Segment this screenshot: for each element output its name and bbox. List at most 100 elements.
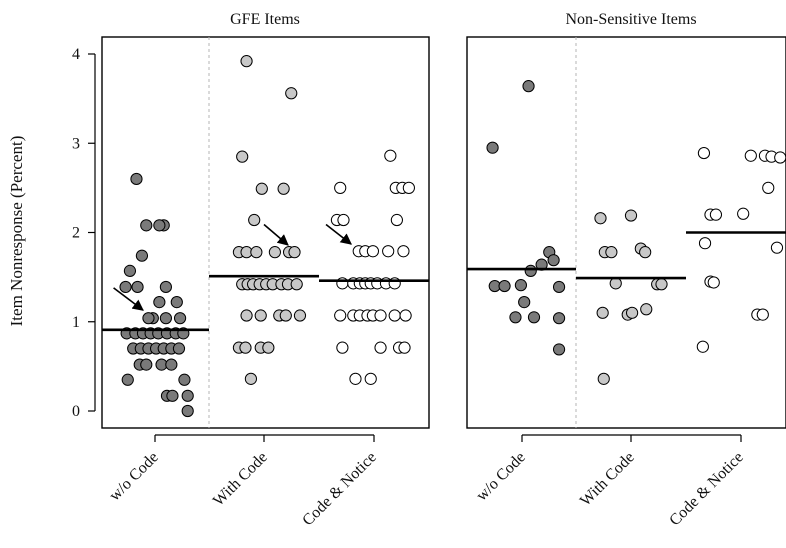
- data-point: [336, 341, 349, 354]
- data-point: [262, 341, 275, 354]
- data-point: [140, 219, 153, 232]
- data-point: [364, 372, 377, 385]
- data-point: [334, 181, 347, 194]
- data-point: [596, 306, 609, 319]
- data-point: [597, 372, 610, 385]
- data-point: [142, 312, 155, 325]
- data-point: [552, 343, 566, 356]
- data-point: [384, 149, 397, 162]
- x-tick-label: With Code: [210, 449, 271, 510]
- data-point: [514, 279, 528, 292]
- data-point: [240, 55, 253, 68]
- data-point: [268, 246, 281, 259]
- panel-frame: [101, 36, 430, 429]
- data-point: [159, 312, 172, 325]
- x-tick-label: Code & Notice: [666, 449, 747, 530]
- data-point: [770, 241, 784, 254]
- data-point: [398, 341, 411, 354]
- data-point: [498, 279, 511, 293]
- data-point: [290, 278, 303, 291]
- data-point: [159, 280, 172, 294]
- data-point: [390, 213, 403, 227]
- data-point: [547, 254, 560, 267]
- annotation-arrow: [325, 223, 352, 245]
- annotation-arrow: [263, 223, 289, 246]
- data-point: [609, 277, 622, 290]
- data-point: [698, 237, 712, 250]
- data-point: [153, 296, 166, 309]
- data-point: [522, 80, 535, 93]
- x-tick-label: With Code: [577, 449, 638, 510]
- data-point: [697, 146, 711, 160]
- data-point: [165, 358, 178, 371]
- data-point: [397, 245, 410, 258]
- panel-points: [486, 80, 786, 385]
- data-point: [248, 213, 261, 227]
- data-point: [552, 280, 566, 294]
- data-point: [744, 149, 757, 162]
- data-point: [170, 296, 183, 309]
- x-tick-label: w/o Code: [106, 449, 162, 505]
- y-tick-label: 3: [72, 135, 80, 152]
- data-point: [366, 245, 380, 258]
- y-tick-label: 4: [72, 46, 80, 63]
- data-point: [756, 308, 769, 321]
- data-point: [382, 245, 395, 258]
- data-point: [172, 342, 186, 355]
- y-axis: 0 1 2 3 4: [72, 46, 96, 420]
- panel-points: [119, 55, 415, 418]
- data-point: [624, 209, 638, 222]
- y-tick-label: 0: [72, 403, 80, 420]
- y-axis-label: Item Nonresponse (Percent): [7, 136, 26, 327]
- data-point: [524, 264, 537, 277]
- data-point: [374, 341, 387, 354]
- panel-title: Non-Sensitive Items: [565, 11, 696, 28]
- data-point: [181, 389, 194, 402]
- data-point: [236, 150, 249, 163]
- data-point: [552, 312, 566, 325]
- data-point: [737, 207, 750, 220]
- annotation-arrow: [113, 287, 144, 311]
- data-point: [655, 278, 668, 291]
- data-point: [131, 280, 144, 294]
- data-point: [594, 212, 607, 225]
- data-point: [140, 358, 153, 371]
- x-axis: w/o Code With Code Code & Notice: [473, 434, 747, 530]
- data-point: [130, 172, 143, 186]
- x-tick-label: Code & Notice: [299, 449, 380, 530]
- data-point: [240, 309, 253, 322]
- data-point: [639, 246, 652, 259]
- panel-gfe-items: GFE Items 0 1 2 3 4 w/o Code With Code Code …: [72, 11, 430, 530]
- data-point: [121, 373, 134, 386]
- data-point: [625, 306, 639, 319]
- data-point: [255, 182, 268, 195]
- panel-frame: [466, 36, 786, 429]
- panel-title: GFE Items: [230, 11, 300, 28]
- data-point: [374, 309, 387, 322]
- data-point: [277, 182, 290, 195]
- panel-arrows: [113, 223, 352, 311]
- data-point: [388, 309, 401, 322]
- data-point: [153, 219, 166, 232]
- data-point: [334, 309, 347, 322]
- data-point: [279, 309, 292, 322]
- data-point: [399, 309, 412, 322]
- data-point: [285, 87, 298, 100]
- data-point: [254, 309, 267, 322]
- data-point: [696, 340, 709, 353]
- data-point: [518, 296, 531, 309]
- data-point: [288, 246, 301, 259]
- x-tick-label: w/o Code: [473, 449, 529, 505]
- panel-non-sensitive-items: Non-Sensitive Items w/o Code With Code C…: [466, 11, 786, 530]
- data-point: [123, 264, 137, 277]
- data-point: [509, 311, 522, 324]
- data-point: [244, 372, 258, 385]
- panel-medians: [102, 274, 429, 332]
- data-point: [181, 404, 194, 418]
- data-point: [119, 280, 132, 294]
- data-point: [239, 341, 252, 354]
- y-tick-label: 2: [72, 225, 80, 242]
- data-point: [402, 181, 415, 194]
- data-point: [293, 309, 307, 322]
